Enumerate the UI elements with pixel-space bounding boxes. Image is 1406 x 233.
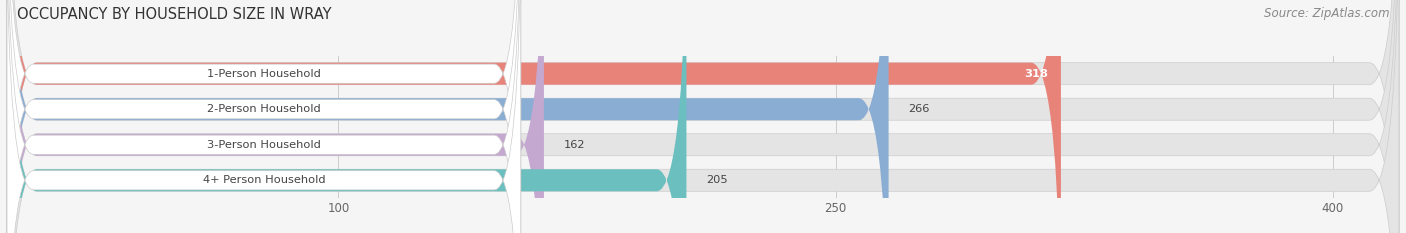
Text: 205: 205: [706, 175, 728, 185]
Text: 1-Person Household: 1-Person Household: [207, 69, 321, 79]
FancyBboxPatch shape: [7, 0, 686, 233]
FancyBboxPatch shape: [7, 0, 520, 233]
FancyBboxPatch shape: [7, 0, 1062, 233]
Text: 266: 266: [908, 104, 929, 114]
FancyBboxPatch shape: [7, 0, 1399, 233]
Text: Source: ZipAtlas.com: Source: ZipAtlas.com: [1264, 7, 1389, 20]
FancyBboxPatch shape: [7, 0, 1399, 233]
Text: OCCUPANCY BY HOUSEHOLD SIZE IN WRAY: OCCUPANCY BY HOUSEHOLD SIZE IN WRAY: [17, 7, 332, 22]
FancyBboxPatch shape: [7, 0, 544, 233]
Text: 318: 318: [1024, 69, 1047, 79]
FancyBboxPatch shape: [7, 0, 520, 233]
FancyBboxPatch shape: [7, 0, 1399, 233]
Text: 4+ Person Household: 4+ Person Household: [202, 175, 325, 185]
Text: 162: 162: [564, 140, 585, 150]
FancyBboxPatch shape: [7, 0, 520, 233]
FancyBboxPatch shape: [7, 0, 889, 233]
Text: 2-Person Household: 2-Person Household: [207, 104, 321, 114]
FancyBboxPatch shape: [7, 0, 1399, 233]
FancyBboxPatch shape: [7, 0, 520, 233]
Text: 3-Person Household: 3-Person Household: [207, 140, 321, 150]
